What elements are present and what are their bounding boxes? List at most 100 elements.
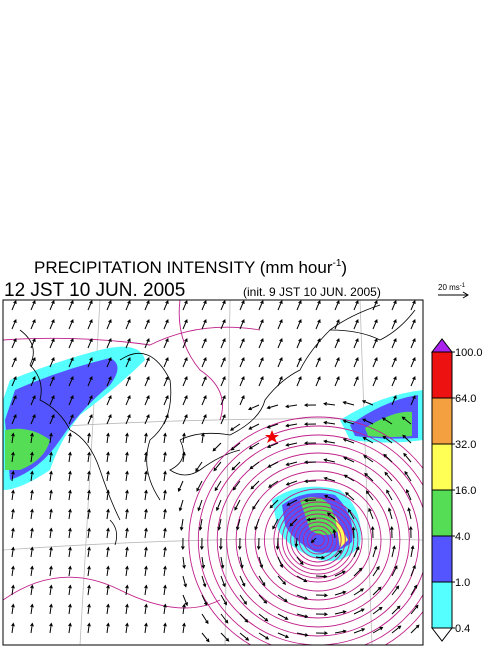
wind-vector <box>11 603 15 615</box>
wind-vector <box>125 622 129 634</box>
pressure-contour <box>298 521 338 559</box>
wind-vector <box>294 537 299 548</box>
wind-vector <box>201 395 207 406</box>
pressure-contour <box>286 509 350 571</box>
wind-vector <box>163 395 169 406</box>
wind-vector <box>248 423 260 430</box>
wind-vector <box>343 456 355 463</box>
wind-vector <box>144 376 150 387</box>
wind-vector <box>144 527 148 539</box>
wind-vector <box>303 460 317 465</box>
wind-vector <box>408 525 413 539</box>
title-end: ) <box>341 258 347 277</box>
wind-vector <box>163 319 169 330</box>
wind-vector <box>49 622 53 634</box>
wind-vector <box>220 556 225 569</box>
wind-vector <box>87 603 91 615</box>
wind-vector <box>285 423 298 428</box>
wind-vector <box>125 376 131 387</box>
wind-vector <box>11 319 17 330</box>
wind-vector <box>178 499 184 512</box>
wind-vector <box>106 451 110 463</box>
wind-vector <box>87 414 93 425</box>
wind-vector <box>182 603 186 615</box>
wind-vector <box>239 632 250 641</box>
wind-vector <box>30 565 34 577</box>
wind-vector <box>353 567 363 577</box>
wind-vector <box>277 575 287 585</box>
wind-vector <box>11 584 15 596</box>
wind-vector <box>220 613 229 624</box>
wind-vectors <box>11 300 420 643</box>
wind-vector <box>323 458 336 463</box>
wind-vector <box>144 357 150 368</box>
wind-vector <box>231 461 241 471</box>
pressure-contour <box>294 517 342 563</box>
wind-vector <box>87 451 91 463</box>
wind-vector <box>87 395 93 406</box>
wind-vector <box>182 338 188 349</box>
wind-vector <box>30 508 34 520</box>
wind-vector <box>49 338 55 349</box>
wind-vector <box>407 507 412 520</box>
wind-vector <box>239 613 249 623</box>
wind-vector <box>30 470 34 482</box>
pressure-contour <box>307 529 329 551</box>
wind-vector <box>163 432 167 444</box>
wind-vector <box>347 508 355 520</box>
wind-vector <box>277 319 283 330</box>
wind-vector <box>277 632 290 639</box>
wind-vector <box>389 525 394 539</box>
wind-vector <box>372 319 378 330</box>
wind-vector <box>201 300 207 311</box>
wind-vector <box>334 357 340 368</box>
wind-vector <box>391 376 397 387</box>
wind-vector <box>144 508 148 520</box>
wind-vector <box>220 300 226 311</box>
wind-vector <box>387 507 393 520</box>
wind-vector <box>248 442 260 450</box>
wind-vector <box>372 626 384 634</box>
wind-vector <box>201 338 207 349</box>
wind-vector <box>199 537 204 551</box>
wind-vector <box>125 357 131 368</box>
wind-vector <box>296 300 302 311</box>
wind-vector <box>106 584 110 596</box>
wind-vector <box>391 357 397 368</box>
precipitation <box>3 346 423 561</box>
wind-vector <box>163 470 167 482</box>
wind-vector <box>237 537 242 551</box>
colorbar-over <box>430 338 454 353</box>
wind-vector <box>144 584 148 596</box>
wind-vector <box>258 556 264 569</box>
wind-vector <box>323 420 336 425</box>
wind-vector <box>182 432 186 444</box>
pressure-contour <box>254 479 382 601</box>
wind-vector <box>410 604 419 615</box>
wind-vector <box>353 338 359 349</box>
wind-vector <box>179 518 184 531</box>
wind-vector <box>410 357 416 368</box>
wind-vector <box>212 442 222 452</box>
wind-vector <box>362 418 374 425</box>
wind-vector <box>201 632 210 643</box>
wind-vector <box>220 395 226 406</box>
wind-vector <box>201 432 205 444</box>
wind-vector <box>195 461 203 472</box>
wind-vector <box>239 556 244 569</box>
wind-vector <box>266 423 279 429</box>
wind-vector <box>275 537 280 551</box>
wind-vector <box>289 518 298 527</box>
title-sup: -1 <box>332 258 341 269</box>
wind-vector <box>296 338 302 349</box>
wind-vector <box>315 338 321 349</box>
wind-vector <box>30 319 36 330</box>
wind-vector <box>163 565 167 577</box>
wind-vector <box>315 376 321 387</box>
wind-vector <box>365 490 374 501</box>
wind-vector <box>144 432 148 444</box>
colorbar-under <box>430 627 454 642</box>
wind-vector <box>144 489 148 501</box>
wind-vector <box>49 603 53 615</box>
wind-vector <box>201 575 207 588</box>
